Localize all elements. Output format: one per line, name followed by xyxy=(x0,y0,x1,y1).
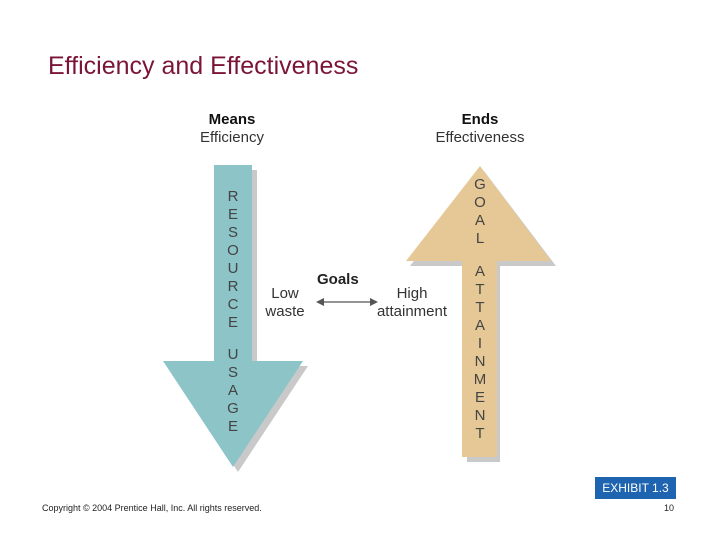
low-waste-label: Low waste xyxy=(258,285,312,321)
arrow-letter: G xyxy=(474,176,486,193)
efficiency-label: Efficiency xyxy=(200,129,264,146)
arrow-letter: T xyxy=(475,281,485,298)
arrow-letter: M xyxy=(473,371,487,388)
arrow-letter: A xyxy=(474,212,485,229)
means-heading: Means Efficiency xyxy=(182,111,282,147)
arrow-letter: E xyxy=(227,314,238,331)
arrow-letter: O xyxy=(227,242,239,259)
arrow-letter: S xyxy=(227,224,238,241)
low-waste-line1: Low xyxy=(271,285,299,302)
arrow-letter: E xyxy=(474,389,485,406)
arrow-letter: A xyxy=(474,317,485,334)
arrow-letter: E xyxy=(227,418,238,435)
arrow-letter: A xyxy=(227,382,238,399)
arrow-letter: R xyxy=(227,188,239,205)
copyright-text: Copyright © 2004 Prentice Hall, Inc. All… xyxy=(42,503,262,513)
low-waste-line2: waste xyxy=(265,303,305,320)
arrow-letter: U xyxy=(227,346,239,363)
arrow-letter: N xyxy=(474,353,486,370)
goal-attainment-arrow xyxy=(406,166,551,457)
page-number: 10 xyxy=(664,503,675,513)
resource-usage-arrow xyxy=(163,165,303,467)
arrow-letter: L xyxy=(475,230,485,247)
ends-heading: Ends Effectiveness xyxy=(425,111,535,147)
high-attainment-line2: attainment xyxy=(376,303,448,320)
effectiveness-label: Effectiveness xyxy=(435,129,525,146)
high-attainment-line1: High xyxy=(396,285,428,302)
arrow-letter: A xyxy=(474,263,485,280)
ends-label: Ends xyxy=(461,111,499,128)
arrow-letter: S xyxy=(227,364,238,381)
arrow-letter: T xyxy=(475,299,485,316)
arrow-letter: I xyxy=(477,335,483,352)
arrow-letter: T xyxy=(475,425,485,442)
slide-title: Efficiency and Effectiveness xyxy=(48,52,359,80)
means-label: Means xyxy=(208,111,256,128)
connector-right-head xyxy=(370,298,378,306)
arrow-letter: C xyxy=(227,296,239,313)
arrow-letter: E xyxy=(227,206,238,223)
connector-left-head xyxy=(316,298,324,306)
exhibit-badge: EXHIBIT 1.3 xyxy=(595,477,676,499)
arrow-letter: N xyxy=(474,407,486,424)
arrow-letter: U xyxy=(227,260,239,277)
high-attainment-label: High attainment xyxy=(367,285,457,321)
goals-label: Goals xyxy=(317,271,359,288)
arrow-letter: R xyxy=(227,278,239,295)
arrow-letter: O xyxy=(474,194,486,211)
arrow-letter: G xyxy=(227,400,239,417)
